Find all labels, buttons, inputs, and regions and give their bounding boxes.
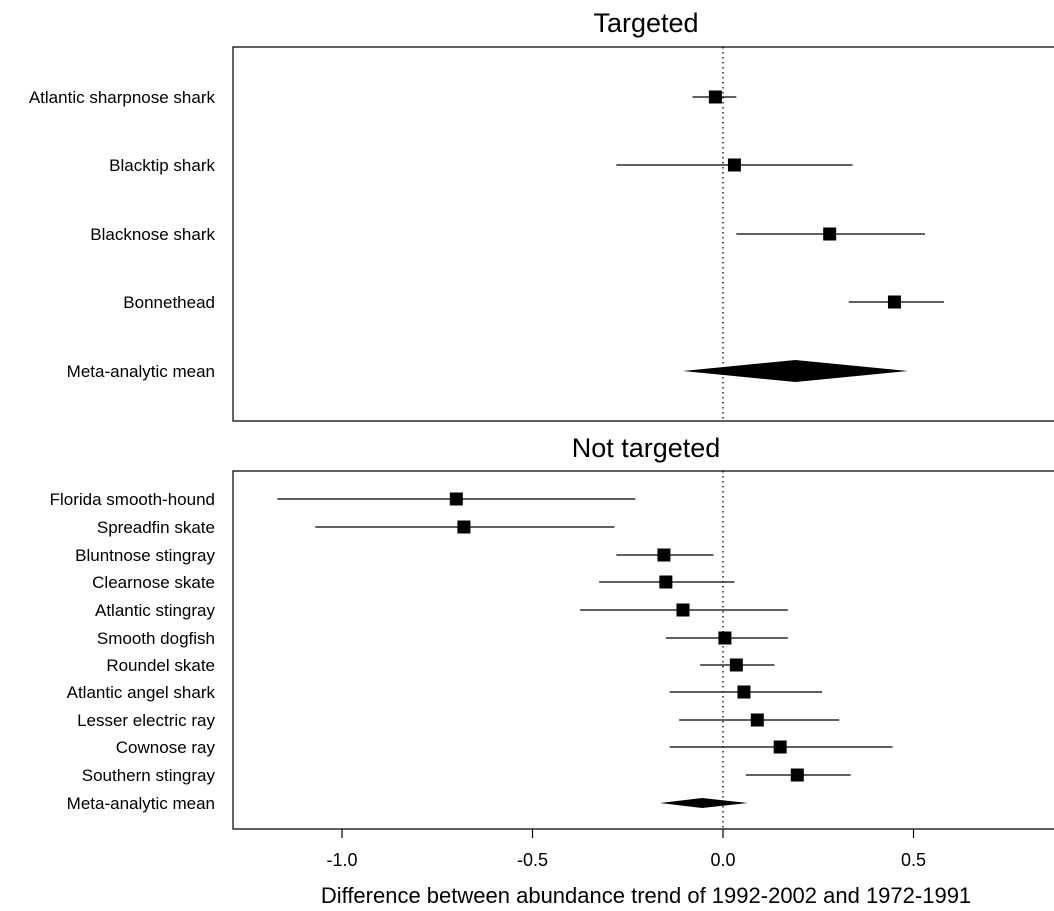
not-targeted-row-label: Smooth dogfish xyxy=(97,629,215,648)
targeted-panel-title: Targeted xyxy=(593,8,698,38)
not-targeted-point-estimate xyxy=(449,492,463,506)
not-targeted-meta-analytic-diamond xyxy=(660,798,748,808)
not-targeted-point-estimate xyxy=(457,520,471,534)
not-targeted-point-estimate xyxy=(676,603,690,617)
not-targeted-panel-frame xyxy=(232,470,1054,830)
not-targeted-row-label: Lesser electric ray xyxy=(77,711,215,730)
x-tick-label: 0.5 xyxy=(901,850,926,870)
not-targeted-point-estimate xyxy=(718,631,732,645)
not-targeted-point-estimate xyxy=(750,713,764,727)
targeted-meta-analytic-diamond xyxy=(682,360,908,382)
targeted-row-label: Bonnethead xyxy=(123,293,215,312)
not-targeted-row-label: Bluntnose stingray xyxy=(75,546,215,565)
not-targeted-point-estimate xyxy=(657,548,671,562)
targeted-row-label: Atlantic sharpnose shark xyxy=(29,88,216,107)
targeted-row-label: Blacktip shark xyxy=(109,156,215,175)
targeted-row-label: Blacknose shark xyxy=(90,225,215,244)
x-axis-title: Difference between abundance trend of 19… xyxy=(321,883,971,908)
not-targeted-point-estimate xyxy=(737,685,751,699)
targeted-point-estimate xyxy=(708,90,722,104)
x-tick-label: -1.0 xyxy=(326,850,357,870)
not-targeted-point-estimate xyxy=(773,740,787,754)
targeted-point-estimate xyxy=(727,158,741,172)
not-targeted-point-estimate xyxy=(729,658,743,672)
targeted-panel-frame xyxy=(232,46,1054,422)
not-targeted-row-label: Cownose ray xyxy=(116,738,216,757)
targeted-point-estimate xyxy=(823,227,837,241)
not-targeted-row-label: Atlantic stingray xyxy=(95,601,215,620)
not-targeted-row-label: Spreadfin skate xyxy=(97,518,215,537)
x-tick-label: 0.0 xyxy=(710,850,735,870)
not-targeted-row-label: Atlantic angel shark xyxy=(67,683,216,702)
not-targeted-row-label: Southern stingray xyxy=(82,766,216,785)
not-targeted-panel-title: Not targeted xyxy=(572,433,721,463)
not-targeted-row-label: Clearnose skate xyxy=(92,573,215,592)
not-targeted-point-estimate xyxy=(659,575,673,589)
targeted-point-estimate xyxy=(887,295,901,309)
x-tick-label: -0.5 xyxy=(517,850,548,870)
not-targeted-row-label: Roundel skate xyxy=(106,656,215,675)
targeted-row-label: Meta-analytic mean xyxy=(67,362,215,381)
not-targeted-point-estimate xyxy=(790,768,804,782)
not-targeted-row-label: Florida smooth-hound xyxy=(50,490,215,509)
not-targeted-row-label: Meta-analytic mean xyxy=(67,794,215,813)
